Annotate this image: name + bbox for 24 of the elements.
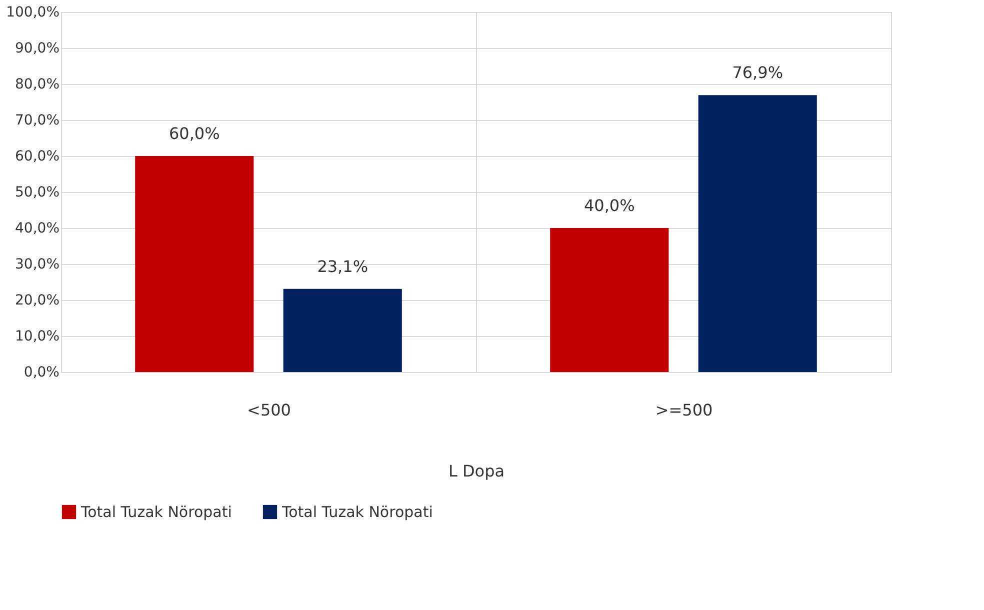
y-tick-label: 40,0% (15, 220, 60, 236)
bar (135, 156, 254, 372)
legend-label: Total Tuzak Nöropati (281, 503, 433, 521)
bar (698, 95, 817, 372)
y-tick-label: 70,0% (15, 112, 60, 128)
x-tick-label: <500 (247, 400, 291, 420)
x-tick-label: >=500 (655, 400, 713, 420)
bar (550, 228, 669, 372)
y-tick-label: 30,0% (15, 256, 60, 272)
data-label: 76,9% (732, 63, 784, 82)
x-axis-title: L Dopa (448, 462, 505, 480)
y-tick-label: 50,0% (15, 184, 60, 200)
y-tick-label: 0,0% (24, 364, 60, 380)
y-tick-label: 20,0% (15, 292, 60, 308)
y-tick-label: 10,0% (15, 328, 60, 344)
legend-label: Total Tuzak Nöropati (80, 503, 232, 521)
data-label: 40,0% (584, 196, 635, 215)
y-tick-label: 80,0% (15, 76, 60, 92)
y-tick-label: 100,0% (6, 4, 60, 20)
data-label: 23,1% (317, 256, 368, 276)
bar (283, 288, 402, 372)
y-tick-label: 90,0% (15, 40, 60, 56)
y-tick-label: 60,0% (15, 148, 60, 164)
data-label: 60,0% (168, 124, 220, 143)
